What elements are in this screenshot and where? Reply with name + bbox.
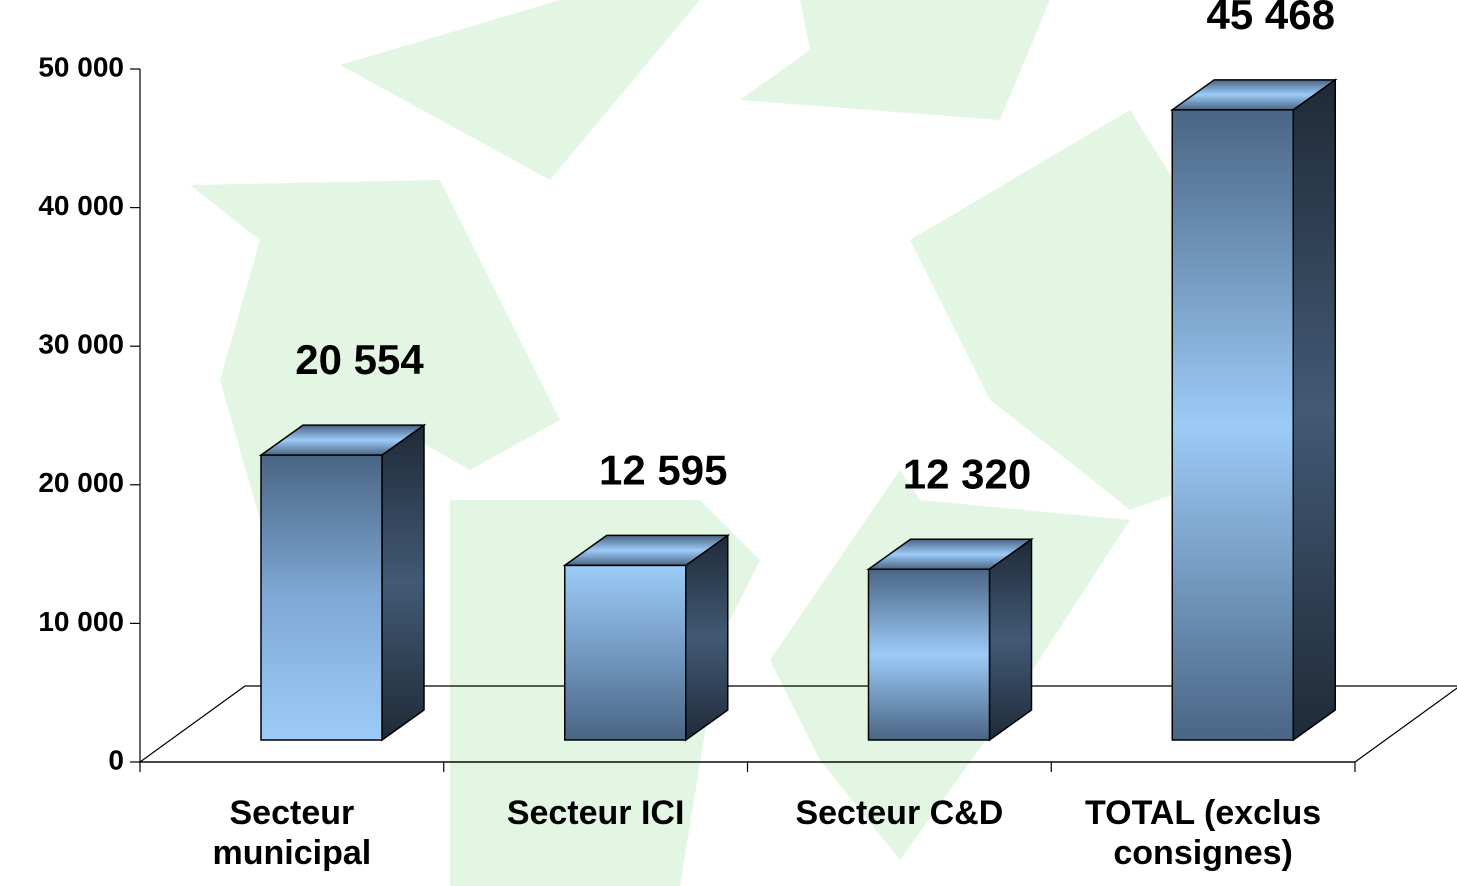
page: 0 10 000 20 000 30 000 40 000 50 000 20 554 12 … [0, 0, 1457, 886]
x-tick-label: TOTAL (exclus consignes) [1068, 793, 1338, 873]
y-tick-label: 10 000 [38, 606, 124, 637]
y-tick-label: 0 [108, 744, 124, 775]
y-tick-label: 20 000 [38, 467, 124, 498]
y-tick-label: 40 000 [38, 190, 124, 221]
value-label: 20 554 [295, 336, 424, 383]
bar-side [686, 535, 728, 740]
y-tick-label: 30 000 [38, 329, 124, 360]
bar-side [382, 425, 424, 740]
bar [869, 569, 990, 740]
bar [261, 455, 382, 740]
chart: 0 10 000 20 000 30 000 40 000 50 000 20 554 12 … [0, 0, 1457, 886]
value-label: 45 468 [1207, 0, 1335, 38]
value-label: 12 320 [903, 450, 1031, 497]
x-tick-label: Secteur municipal [157, 793, 427, 873]
x-tick-label: Secteur ICI [461, 793, 731, 833]
value-label: 12 595 [599, 447, 727, 494]
bar [1172, 110, 1293, 740]
bar-side [1293, 80, 1335, 740]
x-tick-label: Secteur C&D [764, 793, 1034, 833]
bar-side [990, 539, 1032, 740]
y-tick-label: 50 000 [38, 51, 124, 82]
bar [565, 565, 686, 740]
